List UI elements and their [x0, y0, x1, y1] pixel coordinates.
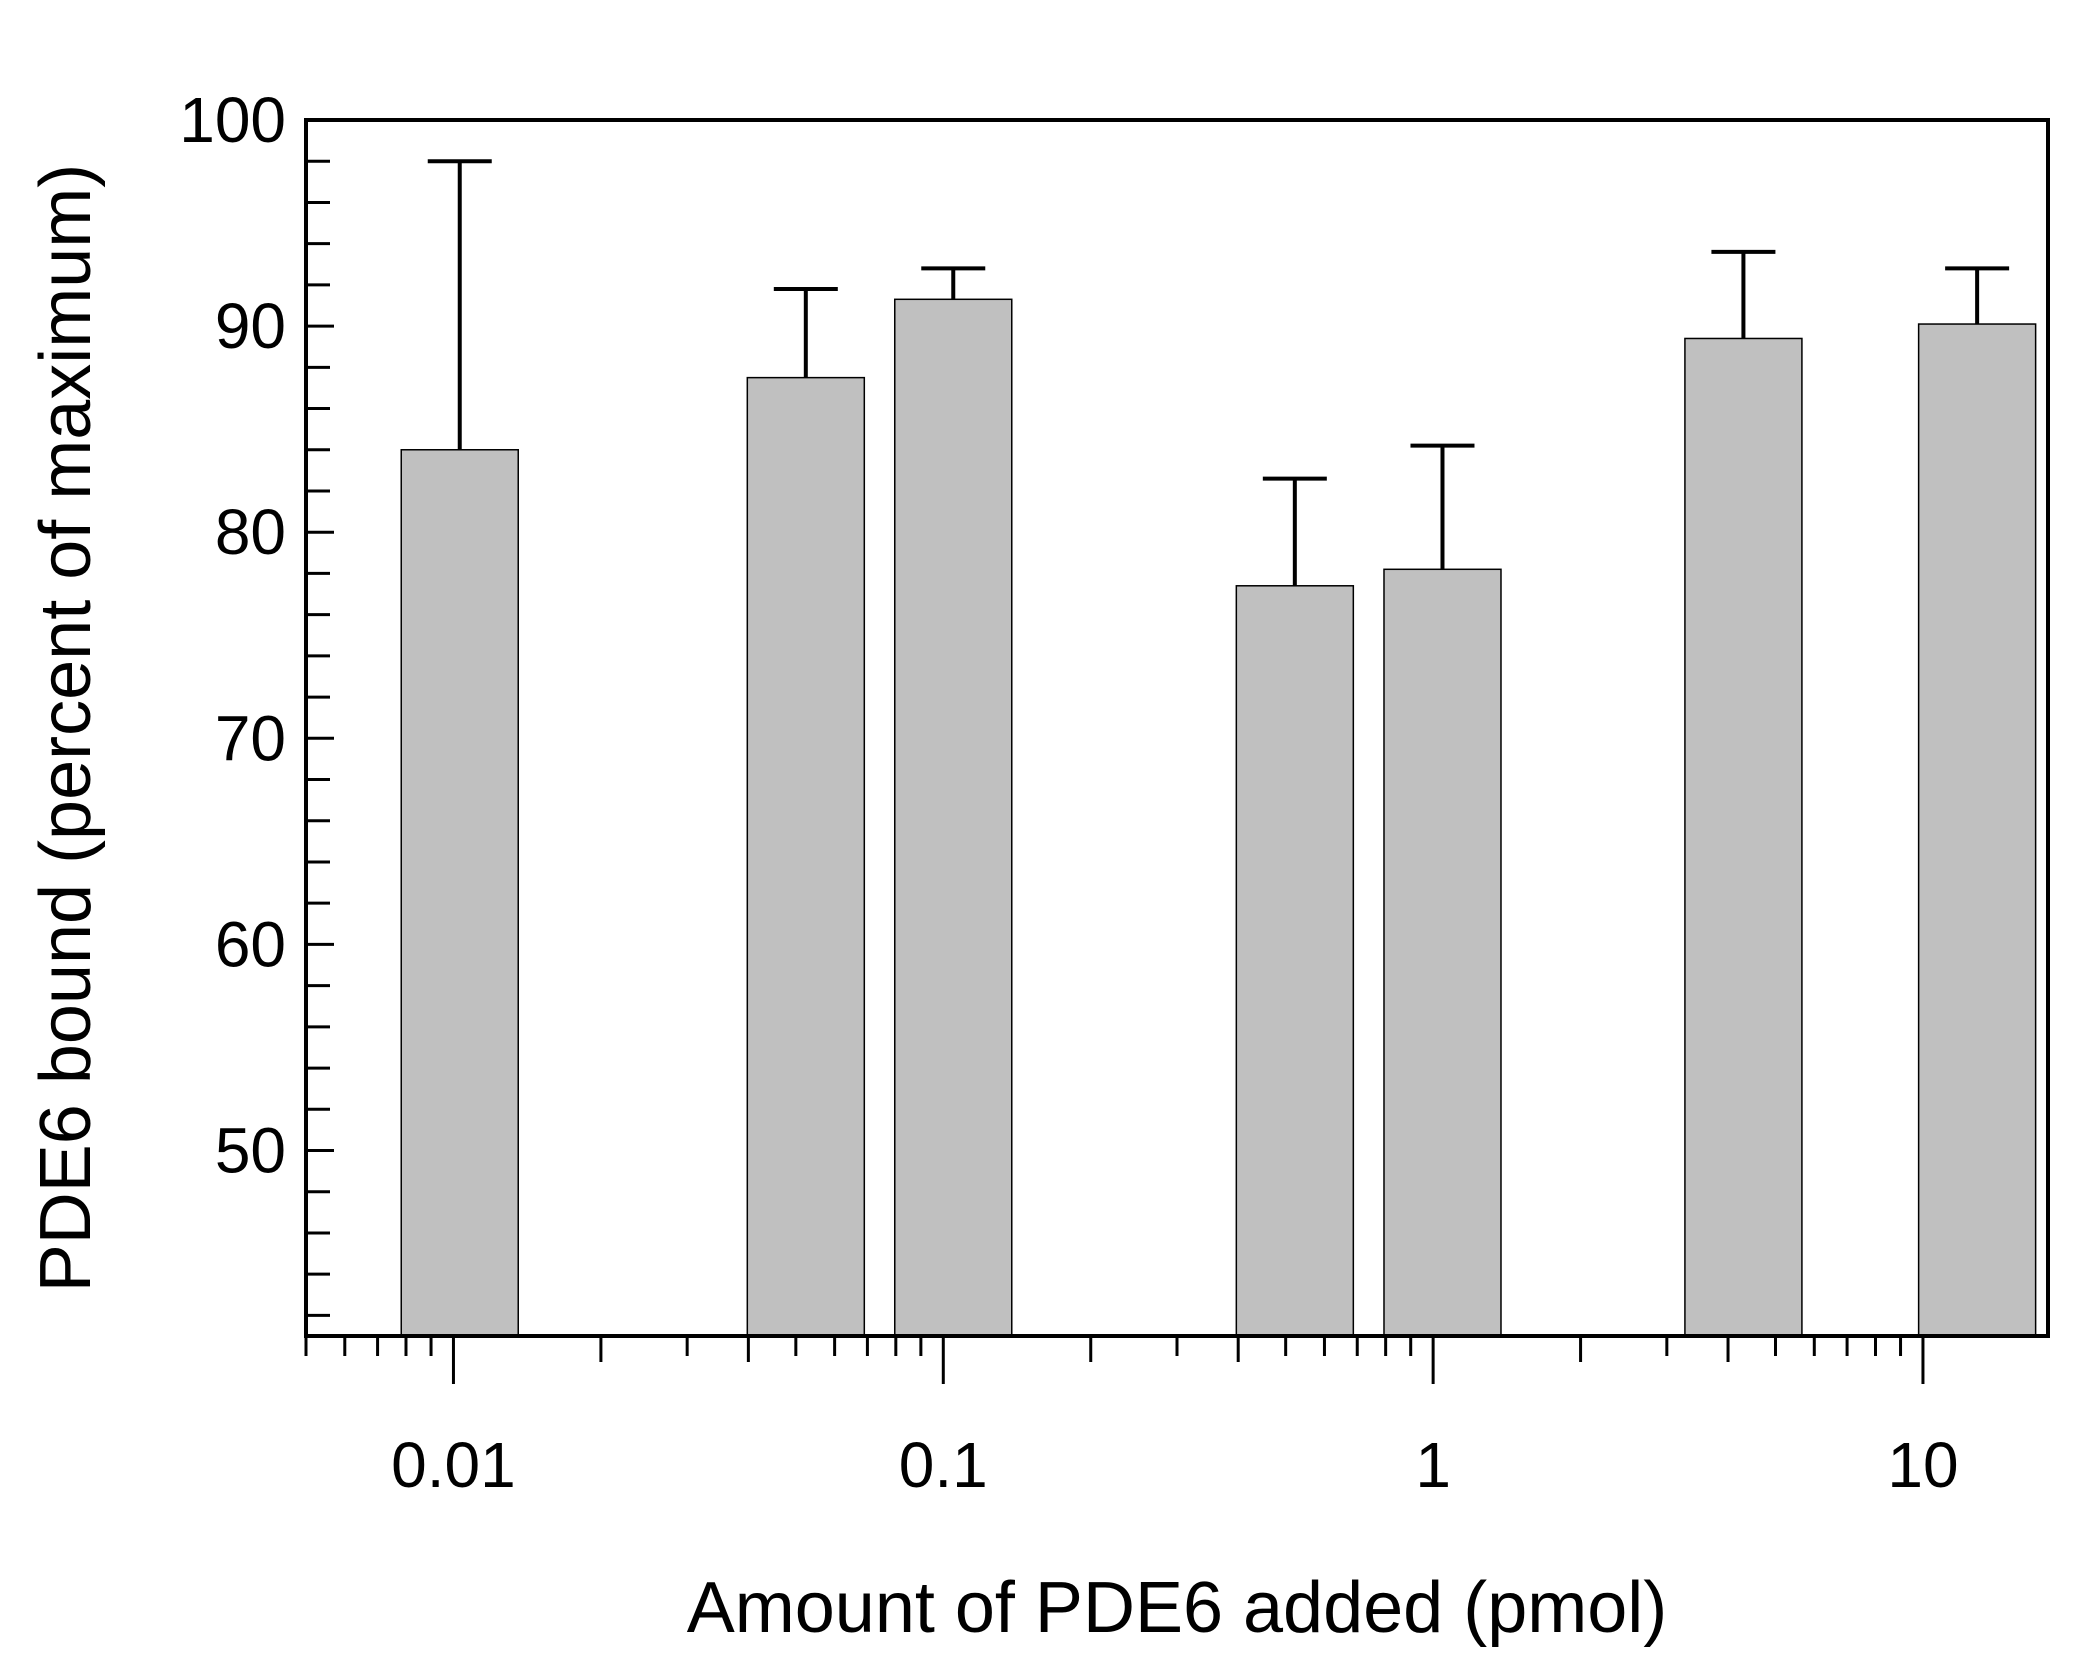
bar-4: [1383, 568, 1502, 1337]
bar-5: [1684, 337, 1803, 1337]
y-tick-label: 60: [215, 908, 286, 980]
x-axis-ticks: 0.01 0.1 1 10: [304, 1336, 1959, 1501]
y-axis-ticks: 50 60 70 80 90 100: [179, 84, 334, 1317]
y-tick-label: 50: [215, 1115, 286, 1187]
y-tick-label: 70: [215, 702, 286, 774]
bar-6: [1917, 323, 2037, 1337]
bars-layer: [400, 298, 2037, 1337]
error-bars-layer: [427, 159, 2010, 586]
y-tick-label: 90: [215, 290, 286, 362]
bar-2: [894, 298, 1013, 1337]
bar-1: [746, 376, 866, 1337]
x-tick-label: 10: [1887, 1429, 1958, 1501]
bar-3: [1235, 585, 1355, 1337]
bar-0: [400, 449, 519, 1337]
x-axis-title: Amount of PDE6 added (pmol): [687, 1568, 1668, 1648]
y-axis-title: PDE6 bound (percent of maximum): [26, 164, 106, 1292]
x-tick-label: 1: [1415, 1429, 1451, 1501]
y-tick-label: 80: [215, 496, 286, 568]
x-tick-label: 0.1: [899, 1429, 988, 1501]
y-tick-label: 100: [179, 84, 286, 156]
x-tick-label: 0.01: [391, 1429, 516, 1501]
